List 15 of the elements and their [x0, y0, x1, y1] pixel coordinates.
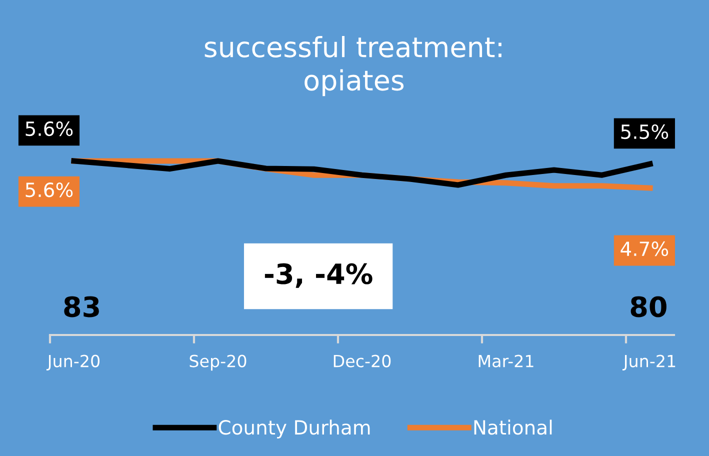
text: 80	[630, 296, 666, 318]
text: -3, -4%	[264, 263, 372, 288]
x-tick-label: Mar-21	[478, 354, 534, 368]
legend-label: National	[474, 420, 552, 435]
data-label: 5.6%	[26, 121, 73, 136]
data-label: 5.6%	[26, 182, 73, 198]
x-tick-label: Dec-20	[334, 354, 391, 368]
chart-title: successful treatment: opiates	[204, 36, 502, 96]
x-tick-label: Sep-20	[190, 354, 246, 371]
data-label: 5.5%	[621, 124, 668, 140]
legend-label: County Durham	[218, 420, 370, 438]
x-tick-label: Jun-21	[622, 354, 676, 370]
x-tick-label: Jun-20	[46, 354, 100, 370]
text: 83	[64, 296, 99, 318]
data-label: 4.7%	[620, 241, 668, 256]
